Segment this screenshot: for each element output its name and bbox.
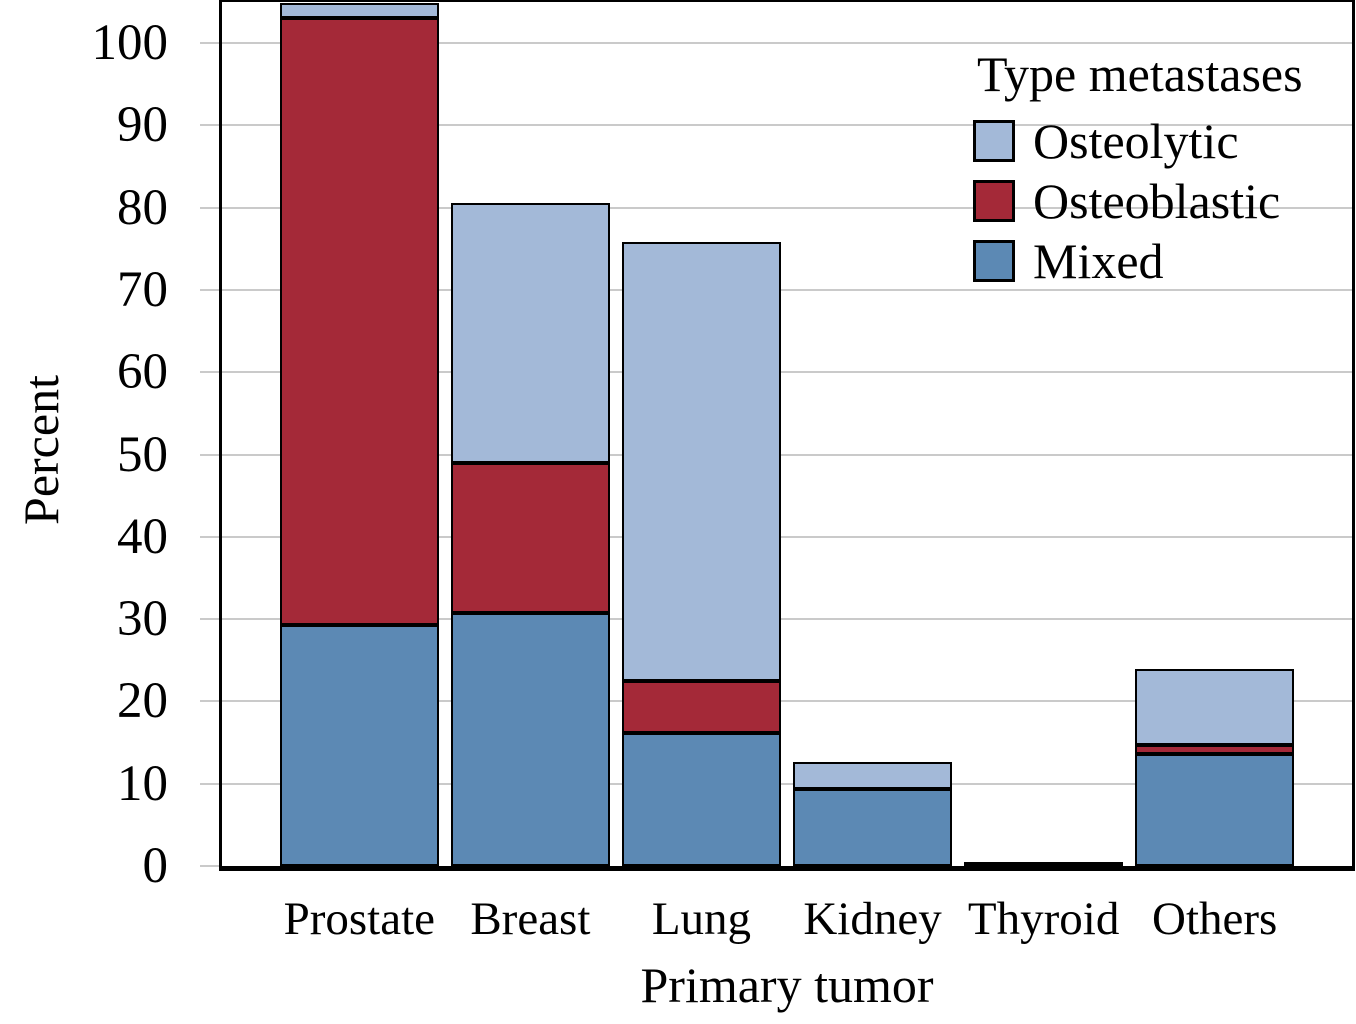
bar-segment-osteolytic <box>622 242 781 681</box>
bar-breast <box>451 2 610 866</box>
bar-segment-osteolytic <box>451 202 610 463</box>
legend-swatch-osteoblastic <box>973 180 1015 222</box>
x-category-label: Thyroid <box>967 893 1120 945</box>
x-category-label: Breast <box>470 893 591 945</box>
y-tick-label: 50 <box>117 426 168 483</box>
legend-swatch-osteolytic <box>973 120 1015 162</box>
legend-entry: Osteoblastic <box>973 176 1303 226</box>
legend: Type metastases Osteolytic Osteoblastic Mi… <box>973 46 1303 286</box>
bar-segment-mixed <box>793 789 952 866</box>
bar-others <box>1135 2 1294 866</box>
bar-segment-osteoblastic <box>280 18 439 625</box>
legend-label: Mixed <box>1033 233 1164 289</box>
legend-entries: Osteolytic Osteoblastic Mixed <box>973 116 1303 286</box>
legend-entry: Mixed <box>973 236 1303 286</box>
y-tick-label: 100 <box>91 15 169 72</box>
gridline <box>200 124 1352 127</box>
y-tick-label: 90 <box>117 97 168 154</box>
x-category-label: Kidney <box>803 893 942 945</box>
bar-segment-osteolytic <box>793 761 952 790</box>
gridline <box>200 42 1352 45</box>
x-category-label: Prostate <box>283 893 435 945</box>
y-tick-label: 20 <box>117 673 168 730</box>
bar-prostate <box>280 2 439 866</box>
bar-segment-osteoblastic <box>451 462 610 614</box>
bar-segment-mixed <box>1135 754 1294 866</box>
bar-segment-osteoblastic <box>622 680 781 733</box>
bar-segment-osteoblastic <box>1135 745 1294 755</box>
legend-entry: Osteolytic <box>973 116 1303 166</box>
y-tick-label: 0 <box>142 838 169 894</box>
x-category-label: Lung <box>651 893 752 945</box>
bar-lung <box>622 2 781 866</box>
axis-tick <box>200 865 222 867</box>
x-axis-title: Primary tumor <box>640 957 934 1013</box>
gridline <box>200 206 1352 209</box>
y-tick-label: 70 <box>117 262 168 318</box>
bar-segment-osteolytic <box>1135 669 1294 746</box>
plot-area <box>200 2 1352 867</box>
bar-segment-mixed <box>622 732 781 866</box>
legend-swatch-mixed <box>973 240 1015 282</box>
bar-segment-mixed <box>280 624 439 866</box>
legend-label: Osteoblastic <box>1033 173 1281 229</box>
y-tick-label: 80 <box>117 179 168 236</box>
bar-segment-osteolytic <box>280 2 439 19</box>
bar-thyroid <box>964 2 1123 866</box>
y-tick-label: 40 <box>117 508 168 565</box>
y-tick-label: 60 <box>117 344 168 401</box>
legend-title: Type metastases <box>977 46 1303 102</box>
y-tick-label: 10 <box>117 755 168 812</box>
bar-segment-mixed <box>451 613 610 866</box>
legend-label: Osteolytic <box>1033 113 1239 169</box>
x-category-label: Others <box>1152 893 1278 945</box>
bar-kidney <box>793 2 952 866</box>
y-axis-title: Percent <box>13 375 69 525</box>
y-tick-label: 30 <box>117 591 168 648</box>
bar-segment-mixed <box>964 861 1123 866</box>
